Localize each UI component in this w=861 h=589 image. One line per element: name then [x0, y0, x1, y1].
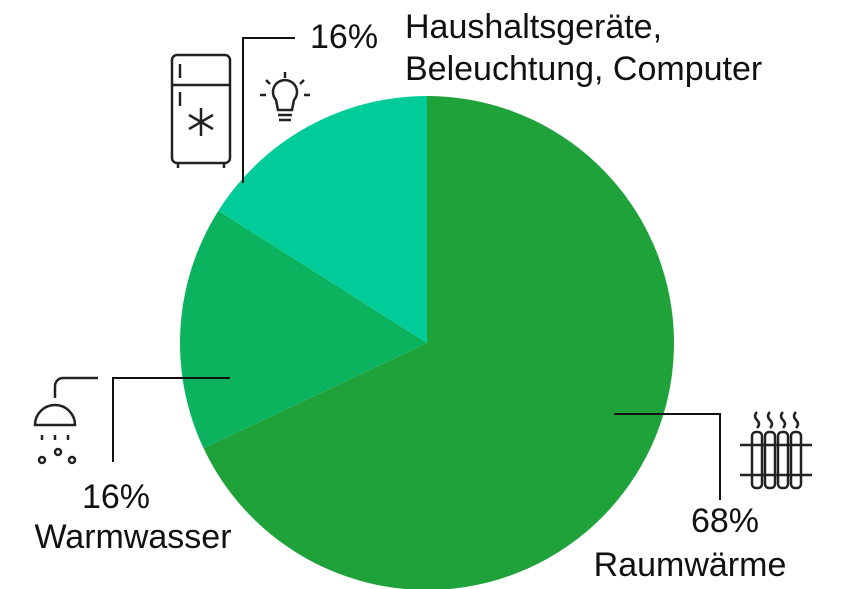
shower-icon — [33, 376, 98, 465]
leader-line — [112, 377, 230, 462]
leader-lines — [112, 37, 721, 500]
leader-line — [242, 37, 295, 183]
category-label: Haushaltsgeräte, Beleuchtung, Computer — [405, 8, 763, 88]
value-label: 16% — [81, 478, 151, 516]
pie — [180, 96, 674, 589]
pie-slice — [218, 96, 427, 343]
pie-slice — [203, 96, 674, 589]
leader-line — [614, 413, 721, 500]
pie-slice — [180, 210, 427, 449]
radiator-icon — [740, 411, 812, 490]
fridge-icon — [170, 53, 232, 168]
value-label: 16% — [310, 18, 379, 56]
category-label: Warmwasser — [34, 518, 232, 556]
category-label: Raumwärme — [593, 546, 787, 584]
bulb-icon — [260, 72, 310, 122]
value-label: 68% — [690, 502, 760, 540]
